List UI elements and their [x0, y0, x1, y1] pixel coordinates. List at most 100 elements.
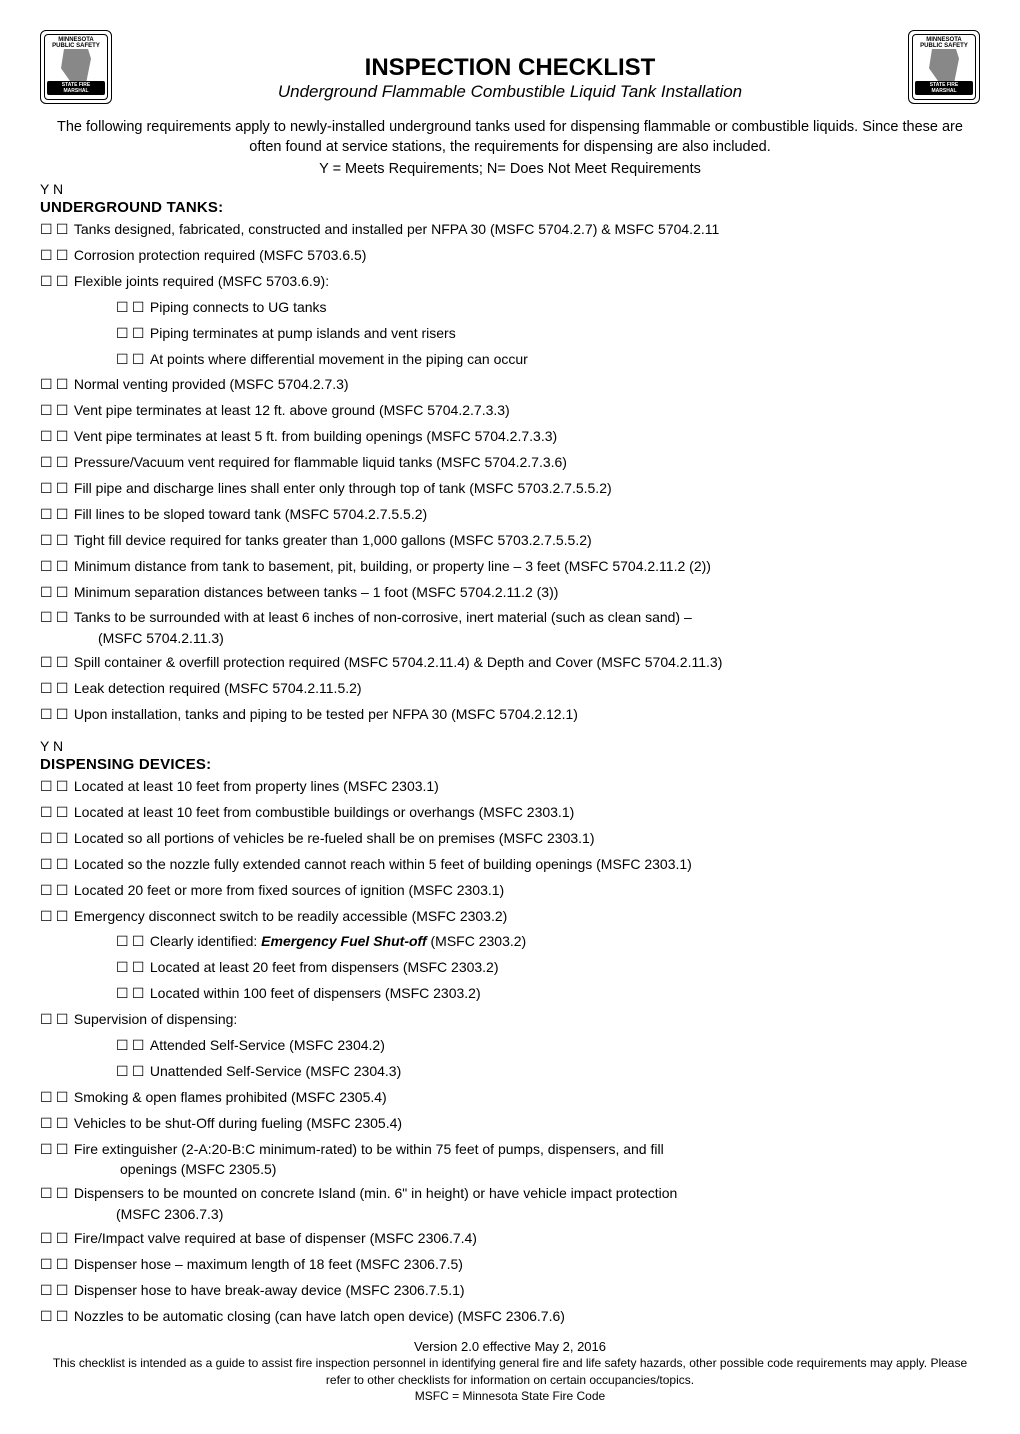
item-text: Located at least 20 feet from dispensers… — [150, 958, 980, 977]
checkbox-pair[interactable]: ☐ ☐ — [116, 984, 144, 1003]
checkbox-pair[interactable]: ☐ ☐ — [40, 246, 68, 265]
section-heading: DISPENSING DEVICES: — [40, 756, 980, 773]
checkbox-pair[interactable]: ☐ ☐ — [40, 881, 68, 900]
item-text: Piping terminates at pump islands and ve… — [150, 324, 980, 343]
item-text: Pressure/Vacuum vent required for flamma… — [74, 453, 980, 472]
item-text: Vent pipe terminates at least 5 ft. from… — [74, 427, 980, 446]
checkbox-pair[interactable]: ☐ ☐ — [40, 427, 68, 446]
item-text: Upon installation, tanks and piping to b… — [74, 705, 980, 724]
item-text: Located at least 10 feet from property l… — [74, 777, 980, 796]
checklist-item: ☐ ☐ Located at least 20 feet from dispens… — [116, 958, 980, 977]
checklist-item: ☐ ☐Normal venting provided (MSFC 5704.2.… — [40, 375, 980, 394]
mn-state-icon — [61, 49, 91, 81]
checkbox-pair[interactable]: ☐ ☐ — [40, 705, 68, 724]
item-text: Dispenser hose to have break-away device… — [74, 1281, 980, 1300]
checkbox-pair[interactable]: ☐ ☐ — [40, 401, 68, 420]
checklist-item: ☐ ☐ Piping connects to UG tanks — [116, 298, 980, 317]
item-text: Unattended Self-Service (MSFC 2304.3) — [150, 1062, 980, 1081]
checklist-item: ☐ ☐ Spill container & overfill protection… — [40, 653, 980, 672]
footer: Version 2.0 effective May 2, 2016 This c… — [40, 1338, 980, 1404]
item-continuation: openings (MSFC 2305.5) — [120, 1161, 980, 1177]
checkbox-pair[interactable]: ☐ ☐ — [40, 777, 68, 796]
item-text: Located at least 10 feet from combustibl… — [74, 803, 980, 822]
checklist-item: ☐ ☐ Fill pipe and discharge lines shall e… — [40, 479, 980, 498]
checkbox-pair[interactable]: ☐ ☐ — [40, 531, 68, 550]
checkbox-pair[interactable]: ☐ ☐ — [40, 1140, 68, 1159]
checkbox-pair[interactable]: ☐ ☐ — [40, 653, 68, 672]
checklist-item: ☐ ☐Clearly identified: Emergency Fuel Sh… — [116, 932, 980, 951]
checklist-item: ☐ ☐ Nozzles to be automatic closing (can … — [40, 1307, 980, 1326]
checkbox-pair[interactable]: ☐ ☐ — [40, 1010, 68, 1029]
checklist-item: ☐ ☐Fire extinguisher (2-A:20-B:C minimum… — [40, 1140, 980, 1159]
checkbox-pair[interactable]: ☐ ☐ — [40, 1281, 68, 1300]
item-text: Located 20 feet or more from fixed sourc… — [74, 881, 980, 900]
checkbox-pair[interactable]: ☐ ☐ — [40, 479, 68, 498]
item-text: At points where differential movement in… — [150, 350, 980, 369]
checklist-item: ☐ ☐ Attended Self-Service (MSFC 2304.2) — [116, 1036, 980, 1055]
checklist-item: ☐ ☐ Emergency disconnect switch to be rea… — [40, 907, 980, 926]
mn-state-icon — [929, 49, 959, 81]
logo-text-2r: PUBLIC SAFETY — [920, 43, 968, 49]
checkbox-pair[interactable]: ☐ ☐ — [40, 907, 68, 926]
checklist-item: ☐ ☐ Vent pipe terminates at least 5 ft. f… — [40, 427, 980, 446]
checkbox-pair[interactable]: ☐ ☐ — [40, 557, 68, 576]
checkbox-pair[interactable]: ☐ ☐ — [40, 679, 68, 698]
item-text: Minimum separation distances between tan… — [74, 583, 980, 602]
checklist-item: ☐ ☐ Located 20 feet or more from fixed so… — [40, 881, 980, 900]
checklist-item: ☐ ☐ Pressure/Vacuum vent required for fla… — [40, 453, 980, 472]
header-row: MINNESOTAPUBLIC SAFETY STATE FIRE MARSHA… — [40, 30, 980, 104]
checklist-item: ☐ ☐Dispensers to be mounted on concrete … — [40, 1184, 980, 1203]
checkbox-pair[interactable]: ☐ ☐ — [40, 505, 68, 524]
checkbox-pair[interactable]: ☐ ☐ — [40, 220, 68, 239]
checklist-item: ☐ ☐Vehicles to be shut-Off during fuelin… — [40, 1114, 980, 1133]
checkbox-pair[interactable]: ☐ ☐ — [40, 803, 68, 822]
checkbox-pair[interactable]: ☐ ☐ — [116, 932, 144, 951]
checkbox-pair[interactable]: ☐ ☐ — [40, 453, 68, 472]
checkbox-pair[interactable]: ☐ ☐ — [40, 1114, 68, 1133]
checklist-item: ☐ ☐ Upon installation, tanks and piping t… — [40, 705, 980, 724]
item-text: Smoking & open flames prohibited (MSFC 2… — [74, 1088, 980, 1107]
checklist-item: ☐ ☐Located so the nozzle fully extended … — [40, 855, 980, 874]
checkbox-pair[interactable]: ☐ ☐ — [40, 375, 68, 394]
title-block: INSPECTION CHECKLIST Underground Flammab… — [112, 30, 908, 102]
checkbox-pair[interactable]: ☐ ☐ — [116, 324, 144, 343]
item-text: Fill pipe and discharge lines shall ente… — [74, 479, 980, 498]
checklist-item: ☐ ☐Located within 100 feet of dispensers… — [116, 984, 980, 1003]
item-text: Nozzles to be automatic closing (can hav… — [74, 1307, 980, 1326]
item-text: Leak detection required (MSFC 5704.2.11.… — [74, 679, 980, 698]
checkbox-pair[interactable]: ☐ ☐ — [40, 829, 68, 848]
item-text: Dispenser hose – maximum length of 18 fe… — [74, 1255, 980, 1274]
checkbox-pair[interactable]: ☐ ☐ — [40, 1229, 68, 1248]
page-title: INSPECTION CHECKLIST — [112, 54, 908, 82]
checkbox-pair[interactable]: ☐ ☐ — [40, 1307, 68, 1326]
item-text: Supervision of dispensing: — [74, 1010, 980, 1029]
checkbox-pair[interactable]: ☐ ☐ — [40, 1255, 68, 1274]
checklist-item: ☐ ☐ Supervision of dispensing: — [40, 1010, 980, 1029]
checkbox-pair[interactable]: ☐ ☐ — [116, 1062, 144, 1081]
checkbox-pair[interactable]: ☐ ☐ — [116, 350, 144, 369]
item-text: Emergency disconnect switch to be readil… — [74, 907, 980, 926]
checkbox-pair[interactable]: ☐ ☐ — [40, 1184, 68, 1203]
checklist-item: ☐ ☐ Piping terminates at pump islands and… — [116, 324, 980, 343]
checklist-item: ☐ ☐Located so all portions of vehicles b… — [40, 829, 980, 848]
checklist-item: ☐ ☐ Located at least 10 feet from combust… — [40, 803, 980, 822]
checklist-item: ☐ ☐ At points where differential movement… — [116, 350, 980, 369]
checklist-item: ☐ ☐Tight fill device required for tanks … — [40, 531, 980, 550]
item-text: Spill container & overfill protection re… — [74, 653, 980, 672]
logo-left: MINNESOTAPUBLIC SAFETY STATE FIRE MARSHA… — [40, 30, 112, 104]
checkbox-pair[interactable]: ☐ ☐ — [40, 855, 68, 874]
checkbox-pair[interactable]: ☐ ☐ — [40, 608, 68, 627]
item-text: Piping connects to UG tanks — [150, 298, 980, 317]
checklist-item: ☐ ☐Vent pipe terminates at least 12 ft. … — [40, 401, 980, 420]
checkbox-pair[interactable]: ☐ ☐ — [40, 583, 68, 602]
item-text: Flexible joints required (MSFC 5703.6.9)… — [74, 272, 980, 291]
section-heading: UNDERGROUND TANKS: — [40, 199, 980, 216]
checkbox-pair[interactable]: ☐ ☐ — [40, 1088, 68, 1107]
checkbox-pair[interactable]: ☐ ☐ — [116, 1036, 144, 1055]
checkbox-pair[interactable]: ☐ ☐ — [40, 272, 68, 291]
checkbox-pair[interactable]: ☐ ☐ — [116, 958, 144, 977]
checkbox-pair[interactable]: ☐ ☐ — [116, 298, 144, 317]
checklist-item: ☐ ☐ Located at least 10 feet from propert… — [40, 777, 980, 796]
footer-version: Version 2.0 effective May 2, 2016 — [40, 1338, 980, 1356]
item-text: Tanks to be surrounded with at least 6 i… — [74, 608, 980, 627]
